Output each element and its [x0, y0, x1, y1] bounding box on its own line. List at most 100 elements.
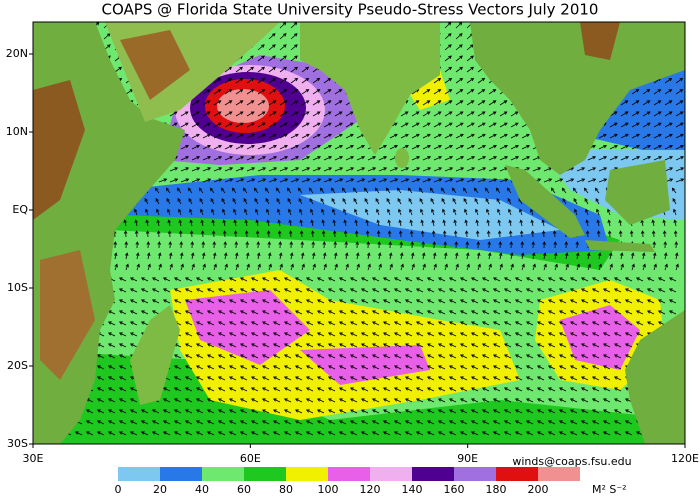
- wind-vector: [437, 409, 446, 414]
- wind-vector: [503, 277, 512, 282]
- wind-vector: [453, 219, 457, 227]
- wind-vector: [415, 376, 424, 381]
- wind-vector: [455, 156, 465, 161]
- wind-vector: [609, 156, 619, 161]
- wind-vector: [288, 208, 292, 216]
- wind-vector: [257, 55, 265, 62]
- wind-vector: [272, 321, 281, 326]
- wind-vector: [437, 420, 446, 425]
- wind-vector: [169, 111, 178, 117]
- colorbar-label: 40: [195, 483, 209, 496]
- wind-vector: [349, 310, 358, 315]
- wind-vector: [308, 187, 314, 194]
- wind-vector: [444, 100, 453, 106]
- wind-vector: [180, 111, 189, 117]
- wind-vector: [404, 299, 413, 304]
- wind-vector: [140, 288, 149, 293]
- wind-vector: [184, 354, 193, 359]
- wind-vector: [426, 310, 435, 315]
- wind-vector: [464, 208, 468, 216]
- wind-vector: [167, 208, 171, 216]
- wind-vector: [642, 156, 652, 161]
- colorbar-label: 0: [115, 483, 122, 496]
- wind-vector: [327, 387, 336, 392]
- wind-vector: [184, 310, 193, 315]
- wind-vector: [455, 100, 464, 106]
- wind-vector: [334, 167, 344, 172]
- wind-vector: [200, 208, 204, 216]
- wind-vector: [338, 420, 347, 425]
- wind-vector: [591, 277, 600, 282]
- wind-vector: [642, 111, 651, 117]
- wind-vector: [536, 310, 545, 315]
- wind-vector: [624, 409, 633, 414]
- wind-vector: [673, 219, 677, 227]
- wind-vector: [400, 122, 409, 128]
- wind-vector: [465, 252, 470, 260]
- wind-vector: [217, 354, 226, 359]
- wind-vector: [378, 178, 388, 183]
- wind-vector: [345, 133, 354, 139]
- wind-vector: [525, 398, 534, 403]
- wind-vector: [382, 398, 391, 403]
- wind-vector: [146, 252, 151, 260]
- wind-vector: [290, 178, 300, 183]
- wind-vector: [448, 365, 457, 370]
- wind-vector: [343, 230, 348, 238]
- wind-vector: [246, 263, 250, 271]
- wind-vector: [371, 409, 380, 414]
- wind-vector: [277, 208, 281, 216]
- wind-vector: [466, 111, 475, 117]
- wind-vector: [547, 310, 556, 315]
- wind-vector: [569, 376, 578, 381]
- wind-vector: [431, 230, 436, 238]
- wind-vector: [530, 208, 534, 216]
- wind-vector: [393, 431, 402, 436]
- wind-vector: [602, 420, 611, 425]
- wind-vector: [341, 187, 347, 194]
- wind-vector: [360, 409, 369, 414]
- wind-vector: [415, 299, 424, 304]
- wind-vector: [624, 332, 633, 337]
- wind-vector: [217, 332, 226, 337]
- wind-vector: [283, 387, 292, 392]
- colorbar-label: 80: [279, 483, 293, 496]
- wind-vector: [675, 122, 684, 128]
- wind-vector: [367, 178, 377, 183]
- wind-vector: [261, 343, 270, 348]
- wind-vector: [510, 111, 519, 117]
- wind-vector: [140, 409, 149, 414]
- wind-vector: [503, 288, 512, 293]
- wind-vector: [629, 230, 634, 238]
- wind-vector: [206, 431, 215, 436]
- wind-vector: [349, 354, 358, 359]
- wind-vector: [290, 263, 294, 271]
- wind-vector: [118, 420, 127, 425]
- wind-vector: [594, 187, 600, 194]
- wind-vector: [640, 230, 645, 238]
- wind-vector: [609, 122, 618, 128]
- wind-vector: [294, 409, 303, 414]
- java: [585, 240, 655, 252]
- wind-vector: [382, 299, 391, 304]
- wind-vector: [124, 241, 128, 249]
- wind-vector: [547, 387, 556, 392]
- wind-vector: [261, 376, 270, 381]
- wind-vector: [470, 420, 479, 425]
- wind-vector: [374, 187, 380, 194]
- wind-vector: [510, 156, 520, 161]
- wind-vector: [202, 167, 212, 172]
- wind-vector: [224, 100, 233, 106]
- wind-vector: [411, 167, 421, 172]
- wind-vector: [497, 208, 501, 216]
- wind-vector: [290, 44, 298, 51]
- wind-vector: [268, 263, 272, 271]
- wind-vector: [301, 263, 305, 271]
- wind-vector: [675, 89, 684, 95]
- wind-vector: [231, 187, 237, 194]
- wind-vector: [202, 144, 211, 150]
- wind-vector: [662, 230, 667, 238]
- wind-vector: [444, 66, 453, 73]
- wind-vector: [646, 310, 655, 315]
- wind-vector: [477, 156, 487, 161]
